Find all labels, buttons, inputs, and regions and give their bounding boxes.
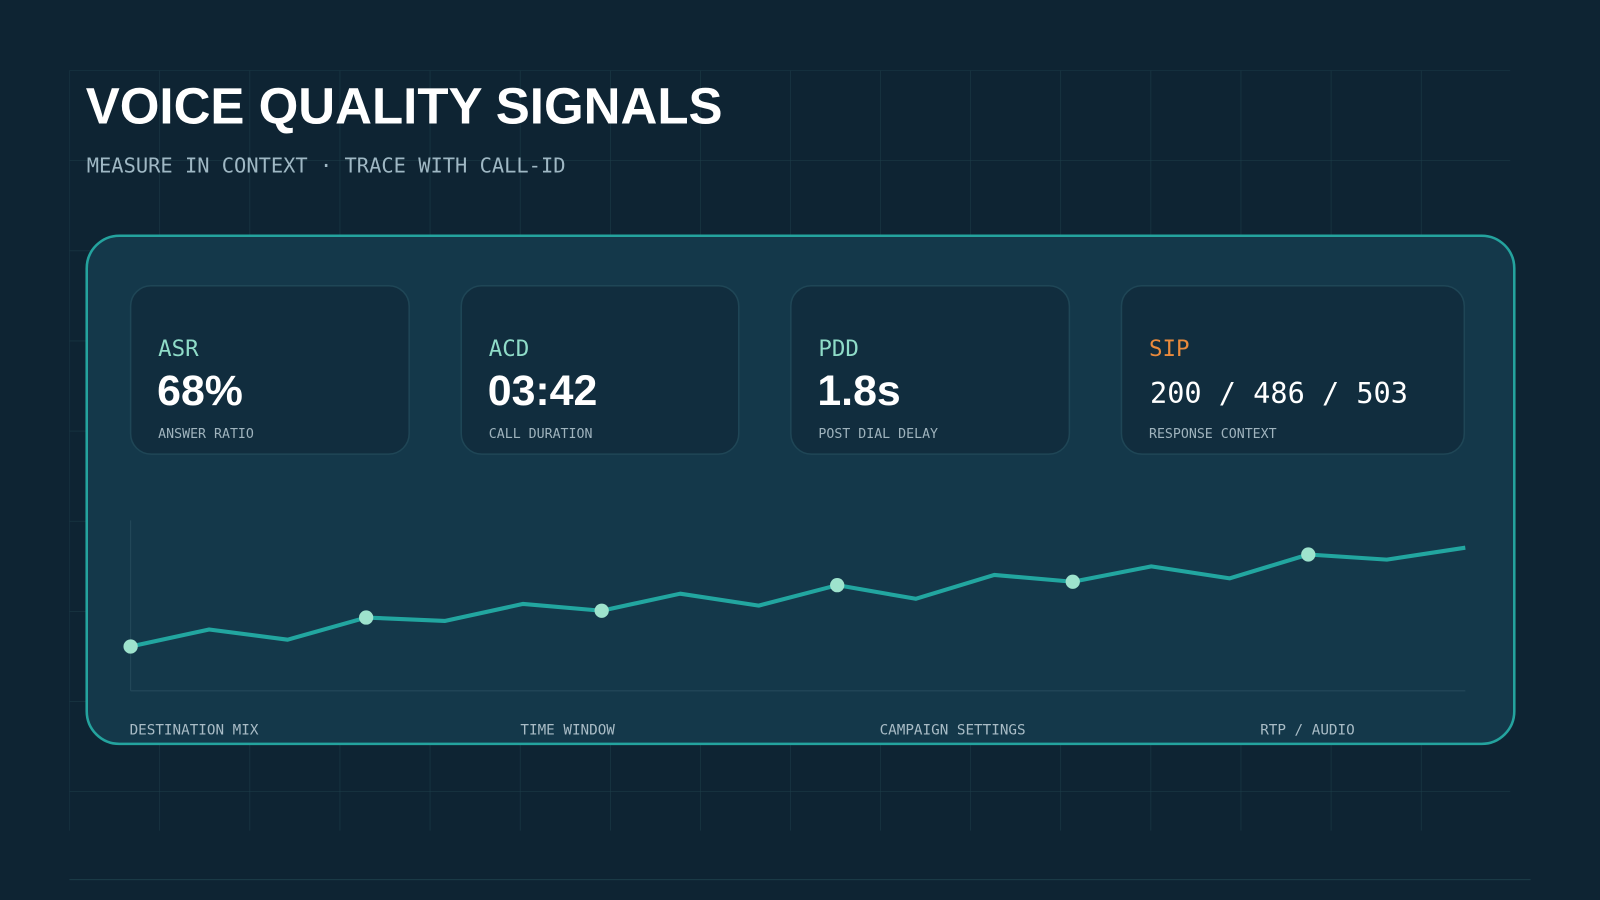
footer-label: DESTINATION MIX xyxy=(130,723,259,739)
metric-label: PDD xyxy=(818,336,859,362)
footer-label: CAMPAIGN SETTINGS xyxy=(880,723,1026,739)
metric-caption: POST DIAL DELAY xyxy=(818,427,938,442)
metric-caption: CALL DURATION xyxy=(489,427,593,442)
metric-card xyxy=(460,284,740,455)
data-point xyxy=(123,639,138,654)
data-point xyxy=(1301,547,1316,562)
chart xyxy=(123,545,1466,654)
data-point xyxy=(594,603,609,618)
metric-value: 03:42 xyxy=(488,367,598,415)
metric-label: ACD xyxy=(489,336,530,362)
trend-line xyxy=(130,545,1466,649)
footer-labels: DESTINATION MIX TIME WINDOW CAMPAIGN SETTI… xyxy=(130,723,1355,739)
footer-label: RTP / AUDIO xyxy=(1260,723,1354,739)
metric-label: ASR xyxy=(158,336,199,362)
metric-caption: ANSWER RATIO xyxy=(158,427,254,442)
metric-value: 1.8s xyxy=(817,367,900,415)
metric-value: 68% xyxy=(157,367,243,415)
subtitle: MEASURE IN CONTEXT · TRACE WITH CALL-ID xyxy=(87,153,566,177)
metric-label: SIP xyxy=(1149,336,1190,362)
metric-card xyxy=(129,284,410,455)
metric-caption: RESPONSE CONTEXT xyxy=(1149,427,1277,442)
data-point xyxy=(1065,574,1080,589)
metric-value: 200 / 486 / 503 xyxy=(1150,376,1408,410)
data-point xyxy=(359,610,374,625)
cards: ASR 68% ANSWER RATIO ACD 03:42 CALL DURATION P… xyxy=(129,284,1466,455)
footer-label: TIME WINDOW xyxy=(520,723,615,739)
title: VOICE QUALITY SIGNALS xyxy=(86,77,723,134)
metric-card xyxy=(790,284,1071,455)
metric-card xyxy=(1120,284,1466,455)
data-point xyxy=(830,578,845,593)
